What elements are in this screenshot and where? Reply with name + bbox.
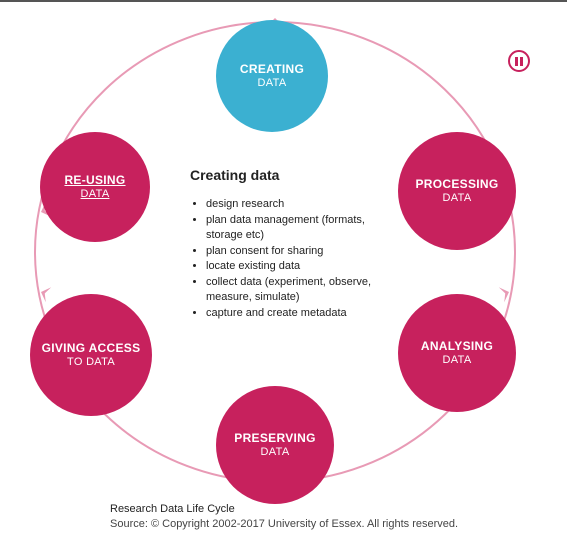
node-processing[interactable]: PROCESSINGDATA xyxy=(398,132,516,250)
node-label-line2: DATA xyxy=(258,77,287,90)
pause-button[interactable] xyxy=(508,50,530,72)
node-label-line1: RE-USING xyxy=(64,173,125,187)
node-giving[interactable]: GIVING ACCESSTO DATA xyxy=(30,294,152,416)
node-creating[interactable]: CREATINGDATA xyxy=(216,20,328,132)
pause-icon-bar xyxy=(515,57,518,66)
center-panel: Creating data design researchplan data m… xyxy=(190,167,400,322)
center-bullet: plan data management (formats, storage e… xyxy=(206,213,400,243)
lifecycle-diagram: CREATINGDATAPROCESSINGDATAANALYSINGDATAP… xyxy=(0,2,560,492)
center-bullet: locate existing data xyxy=(206,259,400,274)
center-bullet-list: design researchplan data management (for… xyxy=(190,197,400,321)
center-bullet: collect data (experiment, observe, measu… xyxy=(206,275,400,305)
caption-source: Source: © Copyright 2002-2017 University… xyxy=(110,517,458,531)
node-label-line2: DATA xyxy=(443,354,472,367)
center-bullet: capture and create metadata xyxy=(206,306,400,321)
center-title: Creating data xyxy=(190,167,400,183)
node-label-line2: DATA xyxy=(443,192,472,205)
node-label-line1: PROCESSING xyxy=(415,177,498,191)
caption: Research Data Life Cycle Source: © Copyr… xyxy=(110,502,458,531)
node-label-line1: GIVING ACCESS xyxy=(42,341,141,355)
node-preserving[interactable]: PRESERVINGDATA xyxy=(216,386,334,504)
caption-title: Research Data Life Cycle xyxy=(110,502,458,516)
node-analysing[interactable]: ANALYSINGDATA xyxy=(398,294,516,412)
node-label-line1: CREATING xyxy=(240,62,304,76)
pause-icon-bar xyxy=(520,57,523,66)
center-bullet: plan consent for sharing xyxy=(206,244,400,259)
node-label-line1: ANALYSING xyxy=(421,339,493,353)
node-label-line2: DATA xyxy=(81,188,110,201)
node-label-line2: TO DATA xyxy=(67,356,115,369)
node-label-line1: PRESERVING xyxy=(234,431,315,445)
node-label-line2: DATA xyxy=(261,446,290,459)
center-bullet: design research xyxy=(206,197,400,212)
node-reusing[interactable]: RE-USINGDATA xyxy=(40,132,150,242)
